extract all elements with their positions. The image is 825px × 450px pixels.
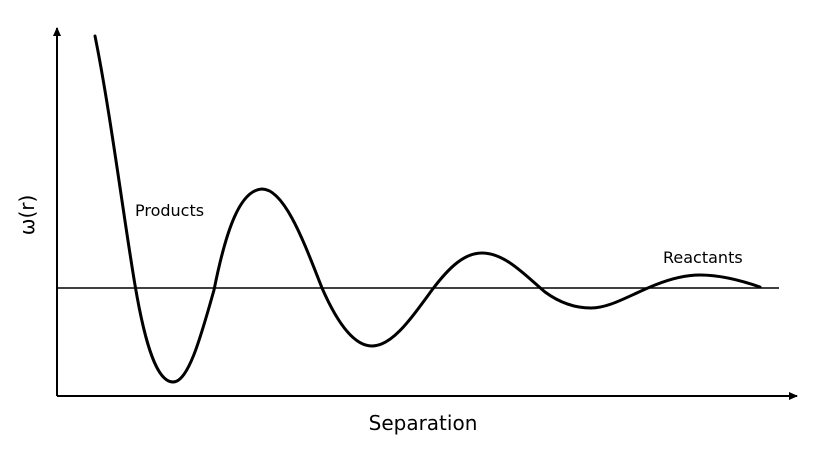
reactants-label: Reactants	[663, 248, 743, 267]
x-axis-label: Separation	[369, 411, 478, 435]
y-axis-label: ω(r)	[15, 195, 39, 236]
products-label: Products	[135, 201, 204, 220]
